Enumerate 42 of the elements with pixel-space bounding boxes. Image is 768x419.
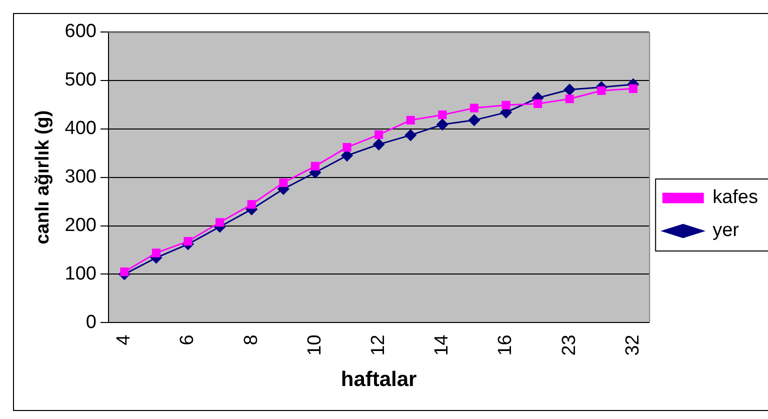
point — [468, 114, 480, 126]
point — [438, 110, 447, 120]
legend-label: kafes — [712, 187, 758, 208]
point — [502, 100, 510, 110]
y-tick-label: 100 — [64, 263, 96, 284]
point — [628, 84, 638, 93]
x-tick-label: 14 — [432, 334, 453, 356]
point — [184, 236, 192, 246]
y-tick-label: 300 — [64, 166, 96, 188]
point — [216, 218, 224, 227]
legend-label: yer — [712, 220, 740, 242]
x-axis-title: haftalar — [340, 368, 417, 392]
x-tick-label: 12 — [368, 334, 390, 356]
x-tick-label: 23 — [558, 334, 580, 356]
x-tick-label: 6 — [177, 334, 198, 346]
point — [247, 200, 256, 209]
x-tick-label: 8 — [240, 334, 262, 346]
point — [404, 129, 416, 141]
point — [565, 94, 574, 104]
point — [152, 248, 160, 258]
point — [120, 268, 129, 276]
y-tick-label: 400 — [64, 118, 96, 140]
point — [436, 118, 448, 130]
x-tick-label: 32 — [622, 334, 644, 356]
point — [470, 104, 478, 112]
point — [310, 162, 320, 170]
x-tick-label: 10 — [304, 334, 326, 356]
x-tick-label: 16 — [495, 334, 516, 356]
y-tick-label: 0 — [86, 312, 96, 333]
point — [373, 138, 385, 150]
point — [534, 99, 542, 108]
point — [374, 130, 384, 139]
point — [279, 178, 288, 187]
point — [597, 86, 606, 95]
y-tick-label: 200 — [64, 215, 96, 236]
point — [342, 143, 352, 152]
y-axis-title: canlı ağırlık (g) — [32, 110, 54, 244]
point — [564, 84, 576, 96]
point — [406, 116, 415, 124]
x-tick-label: 4 — [114, 334, 135, 346]
y-tick-label: 600 — [64, 21, 96, 42]
y-tick-label: 500 — [64, 70, 96, 91]
